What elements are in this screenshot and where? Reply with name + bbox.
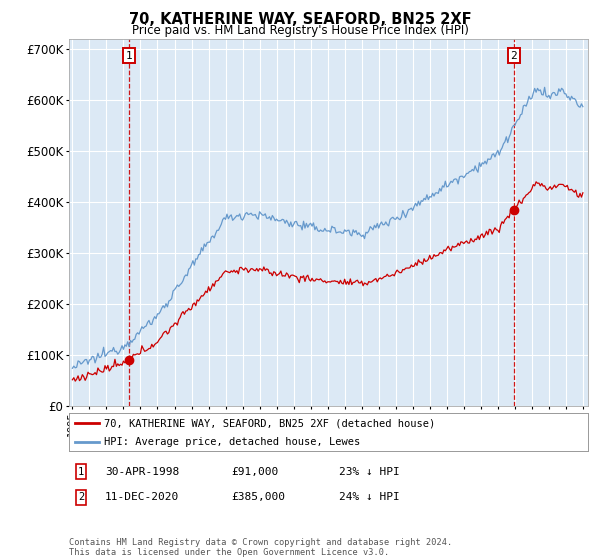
Text: 1: 1 [78, 466, 84, 477]
Text: 23% ↓ HPI: 23% ↓ HPI [339, 466, 400, 477]
Text: 24% ↓ HPI: 24% ↓ HPI [339, 492, 400, 502]
Text: 2: 2 [78, 492, 84, 502]
Text: 70, KATHERINE WAY, SEAFORD, BN25 2XF (detached house): 70, KATHERINE WAY, SEAFORD, BN25 2XF (de… [104, 418, 436, 428]
Text: HPI: Average price, detached house, Lewes: HPI: Average price, detached house, Lewe… [104, 437, 361, 447]
Text: 30-APR-1998: 30-APR-1998 [105, 466, 179, 477]
Text: 2: 2 [511, 50, 517, 60]
Text: 70, KATHERINE WAY, SEAFORD, BN25 2XF: 70, KATHERINE WAY, SEAFORD, BN25 2XF [128, 12, 472, 27]
Text: £91,000: £91,000 [231, 466, 278, 477]
Text: £385,000: £385,000 [231, 492, 285, 502]
Text: 11-DEC-2020: 11-DEC-2020 [105, 492, 179, 502]
Text: Price paid vs. HM Land Registry's House Price Index (HPI): Price paid vs. HM Land Registry's House … [131, 24, 469, 36]
Text: 1: 1 [125, 50, 133, 60]
Text: Contains HM Land Registry data © Crown copyright and database right 2024.
This d: Contains HM Land Registry data © Crown c… [69, 538, 452, 557]
